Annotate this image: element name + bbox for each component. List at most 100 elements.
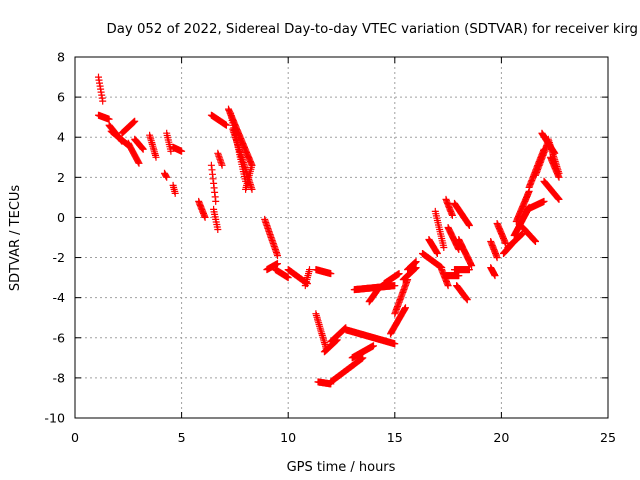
data-point <box>135 159 143 167</box>
data-series-segment <box>195 197 209 221</box>
data-point <box>493 254 501 262</box>
data-point <box>468 262 476 270</box>
data-point <box>465 266 473 274</box>
data-series-segment <box>512 187 533 225</box>
data-series-segment <box>124 139 143 167</box>
data-series-segment <box>242 161 256 193</box>
data-point <box>139 145 147 153</box>
data-point <box>163 173 171 181</box>
data-point <box>532 238 539 245</box>
x-tick-label: 0 <box>71 430 79 445</box>
data-series-segment <box>487 264 499 280</box>
data-point <box>412 258 420 266</box>
data-series-segment <box>210 205 222 233</box>
data-point <box>263 266 271 274</box>
data-point <box>99 97 107 105</box>
data-series-segment <box>163 129 175 155</box>
data-point <box>152 153 160 161</box>
data-point <box>212 197 220 205</box>
data-point <box>463 296 471 304</box>
data-series-segment <box>493 220 510 247</box>
data-series-segment <box>380 270 403 288</box>
data-point <box>274 252 281 260</box>
data-point <box>306 266 313 274</box>
y-tick-label: -8 <box>52 370 65 385</box>
data-series-segment <box>519 224 539 245</box>
data-series-segment <box>95 73 107 105</box>
data-series-segment <box>312 266 335 278</box>
y-tick-label: 4 <box>57 130 65 145</box>
data-series-segment <box>214 149 226 169</box>
data-series-segment <box>442 195 456 219</box>
data-point <box>402 304 409 312</box>
y-tick-label: 2 <box>57 170 65 185</box>
data-point <box>327 270 335 278</box>
data-series-segment <box>146 131 160 161</box>
data-point <box>440 244 448 251</box>
data-series-segment <box>207 161 220 205</box>
y-tick-label: -4 <box>52 290 65 305</box>
x-tick-label: 10 <box>280 430 296 445</box>
data-series-segment <box>261 215 281 260</box>
data-series-segment <box>523 197 548 213</box>
data-point <box>491 272 499 280</box>
data-point <box>455 272 463 280</box>
data-series-segment <box>540 177 563 203</box>
data-series-segment <box>95 111 113 123</box>
data-series-segment <box>207 111 230 129</box>
data-point <box>433 250 441 257</box>
data-point <box>374 286 382 294</box>
data-series-segment <box>504 230 527 251</box>
y-tick-label: 8 <box>57 50 65 65</box>
data-point <box>444 282 452 290</box>
data-points <box>95 73 563 388</box>
chart-title: Day 052 of 2022, Sidereal Day-to-day VTE… <box>106 22 638 37</box>
data-point <box>131 117 139 125</box>
data-point <box>391 340 399 348</box>
data-point <box>370 342 377 350</box>
data-point <box>201 213 209 221</box>
data-series-segment <box>301 266 313 290</box>
data-point <box>555 173 563 181</box>
data-series-segment <box>169 143 186 155</box>
data-series-segment <box>425 236 441 257</box>
y-tick-label: -10 <box>44 411 65 426</box>
data-point <box>222 121 230 129</box>
data-point <box>465 222 473 229</box>
y-tick-label: 0 <box>57 210 65 225</box>
data-series-segment <box>455 236 476 270</box>
x-tick-label: 25 <box>600 430 616 445</box>
data-point <box>178 147 186 155</box>
data-point <box>248 185 256 193</box>
data-series-segment <box>453 282 471 304</box>
data-series-segment <box>161 169 171 181</box>
data-point <box>242 185 250 193</box>
x-tick-label: 15 <box>387 430 403 445</box>
x-tick-label: 20 <box>493 430 509 445</box>
data-series-segment <box>546 153 563 181</box>
data-series-segment <box>169 181 179 197</box>
data-series-segment <box>271 266 292 282</box>
data-point <box>391 282 399 290</box>
data-series-segment <box>263 260 281 274</box>
data-series-segment <box>404 258 420 274</box>
data-series-segment <box>387 304 409 338</box>
data-series-segment <box>451 199 473 229</box>
data-series-segment <box>442 272 463 280</box>
data-point <box>540 197 548 205</box>
data-point <box>555 195 563 203</box>
x-axis-label: GPS time / hours <box>287 460 396 475</box>
data-series-segment <box>131 135 147 153</box>
data-series-segment <box>342 326 399 348</box>
data-point <box>395 270 403 278</box>
data-series-segment <box>348 342 377 362</box>
data-series-segment <box>327 354 367 386</box>
data-series-segment <box>487 238 501 262</box>
data-series-segment <box>431 207 448 251</box>
y-axis-label: SDTVAR / TECUs <box>8 185 23 292</box>
data-point <box>284 274 292 282</box>
data-point <box>167 147 175 155</box>
data-series-segment <box>532 137 552 179</box>
data-series-segment <box>451 266 473 274</box>
